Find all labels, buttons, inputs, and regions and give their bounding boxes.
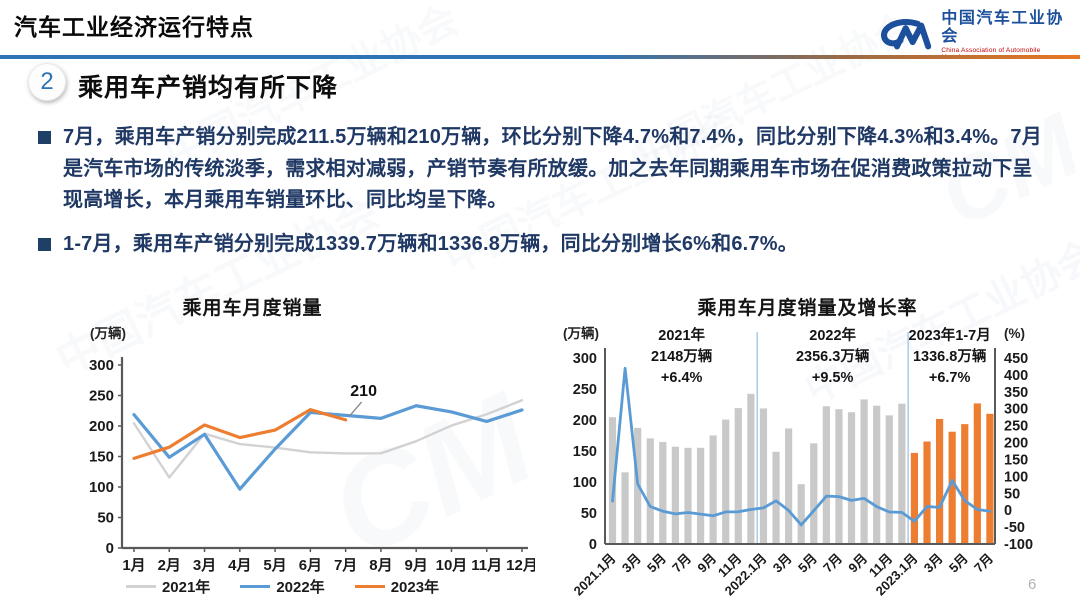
- legend-swatch: [240, 585, 271, 588]
- section-title: 乘用车产销均有所下降: [78, 74, 339, 102]
- svg-text:7月: 7月: [820, 551, 845, 576]
- logo-name-cn: 中国汽车工业协会: [941, 10, 1064, 46]
- svg-text:50: 50: [581, 506, 597, 522]
- svg-text:0: 0: [106, 540, 114, 557]
- svg-text:9月: 9月: [694, 551, 719, 576]
- page-title: 汽车工业经济运行特点: [14, 14, 254, 40]
- chart-title: 乘用车月度销量: [182, 298, 323, 319]
- svg-text:210: 210: [350, 383, 377, 400]
- svg-text:7月: 7月: [669, 551, 694, 576]
- svg-text:11月: 11月: [471, 557, 502, 574]
- svg-text:6月: 6月: [299, 557, 322, 574]
- legend-item-2022年: 2022年: [240, 576, 325, 597]
- svg-text:450: 450: [1004, 351, 1028, 367]
- svg-text:200: 200: [89, 418, 114, 435]
- line-chart-canvas: (万辆) 0 50 100 150 200 250 300 1月 2月 3月 4月 5月 6月 7月 8月 9月…: [30, 322, 535, 580]
- svg-text:+6.7%: +6.7%: [929, 370, 971, 386]
- svg-text:300: 300: [1004, 402, 1028, 418]
- svg-text:5月: 5月: [795, 551, 820, 576]
- legend-swatch: [125, 585, 156, 588]
- page-number: 6: [1028, 576, 1037, 593]
- svg-text:400: 400: [1004, 368, 1028, 384]
- svg-text:12月: 12月: [506, 557, 535, 574]
- chart-monthly-sales: 乘用车月度销量 (万辆) 0 50 100 150 200 250 300 1月 2月 3月 4月 5月…: [30, 296, 535, 604]
- svg-text:250: 250: [89, 388, 114, 405]
- svg-text:9月: 9月: [845, 551, 870, 576]
- legend-swatch: [354, 585, 385, 588]
- svg-text:200: 200: [1004, 436, 1028, 452]
- svg-text:350: 350: [1004, 385, 1028, 401]
- svg-text:250: 250: [1004, 419, 1028, 435]
- svg-text:150: 150: [89, 449, 114, 466]
- svg-text:100: 100: [89, 479, 114, 496]
- svg-text:10月: 10月: [436, 557, 468, 574]
- svg-text:5月: 5月: [644, 551, 669, 576]
- section-number-badge: 2: [28, 63, 66, 101]
- svg-text:5月: 5月: [946, 551, 971, 576]
- bullet-square-icon: [38, 237, 51, 251]
- svg-text:2148万辆: 2148万辆: [651, 347, 713, 365]
- bullet-list: 7月，乘用车产销分别完成211.5万辆和210万辆，环比分别下降4.7%和7.4…: [38, 122, 1046, 272]
- svg-text:3月: 3月: [770, 551, 795, 576]
- svg-text:1336.8万辆: 1336.8万辆: [913, 347, 987, 365]
- svg-text:150: 150: [1004, 452, 1028, 468]
- svg-text:50: 50: [1004, 486, 1020, 502]
- caam-logo-mark-icon: [881, 18, 932, 50]
- bullet-square-icon: [38, 131, 51, 144]
- legend-label: 2023年: [390, 579, 440, 596]
- chart-sales-and-growth: 乘用车月度销量及增长率 (万辆) (%) 0 50 100 150 200 250 300 -10…: [545, 296, 1070, 604]
- svg-text:9月: 9月: [405, 557, 428, 574]
- svg-text:50: 50: [97, 510, 114, 527]
- svg-text:+9.5%: +9.5%: [812, 370, 854, 386]
- svg-text:250: 250: [573, 382, 597, 398]
- svg-text:5月: 5月: [263, 557, 286, 574]
- bullet-item: 7月，乘用车产销分别完成211.5万辆和210万辆，环比分别下降4.7%和7.4…: [38, 122, 1046, 217]
- svg-text:200: 200: [573, 413, 597, 429]
- combo-chart-canvas: (万辆) (%) 0 50 100 150 200 250 300 -100 -50 0 50 100 15…: [545, 322, 1070, 602]
- svg-text:(万辆): (万辆): [90, 325, 126, 341]
- svg-text:300: 300: [89, 357, 114, 374]
- svg-text:0: 0: [1004, 503, 1012, 519]
- svg-text:(万辆): (万辆): [563, 325, 599, 341]
- bullet-text: 7月，乘用车产销分别完成211.5万辆和210万辆，环比分别下降4.7%和7.4…: [63, 126, 1042, 212]
- svg-text:2022年: 2022年: [809, 326, 856, 344]
- chart-title: 乘用车月度销量及增长率: [697, 298, 918, 319]
- svg-text:100: 100: [573, 475, 597, 491]
- svg-text:1月: 1月: [122, 557, 145, 574]
- svg-text:2月: 2月: [158, 557, 181, 574]
- svg-text:+6.4%: +6.4%: [661, 370, 703, 386]
- legend-label: 2021年: [161, 579, 211, 596]
- legend-label: 2022年: [276, 579, 325, 596]
- legend-item-2023年: 2023年: [354, 576, 440, 597]
- svg-text:150: 150: [573, 444, 597, 460]
- svg-text:100: 100: [1004, 469, 1028, 485]
- svg-text:2356.3万辆: 2356.3万辆: [796, 347, 870, 365]
- svg-text:-100: -100: [1004, 537, 1033, 553]
- chart-legend: 2021年 2022年 2023年: [30, 576, 535, 597]
- svg-text:3月: 3月: [619, 551, 644, 576]
- header-divider: [0, 55, 1080, 59]
- svg-text:8月: 8月: [369, 557, 392, 574]
- svg-text:(%): (%): [1004, 326, 1025, 341]
- bullet-item: 1-7月，乘用车产销分别完成1339.7万辆和1336.8万辆，同比分别增长6%…: [38, 229, 1046, 261]
- svg-text:7月: 7月: [334, 557, 357, 574]
- svg-text:3月: 3月: [193, 557, 216, 574]
- svg-text:7月: 7月: [971, 551, 996, 576]
- svg-text:4月: 4月: [228, 557, 251, 574]
- svg-text:2023年1-7月: 2023年1-7月: [909, 326, 991, 344]
- caam-logo: 中国汽车工业协会 China Association of Automobile…: [878, 10, 1080, 62]
- bullet-text: 1-7月，乘用车产销分别完成1339.7万辆和1336.8万辆，同比分别增长6%…: [63, 232, 798, 255]
- svg-text:2021.1月: 2021.1月: [571, 551, 619, 599]
- svg-text:3月: 3月: [921, 551, 946, 576]
- svg-text:2021年: 2021年: [658, 326, 705, 344]
- svg-text:-50: -50: [1004, 520, 1025, 536]
- svg-text:0: 0: [589, 537, 597, 553]
- legend-item-2021年: 2021年: [125, 576, 211, 597]
- svg-text:300: 300: [573, 351, 597, 367]
